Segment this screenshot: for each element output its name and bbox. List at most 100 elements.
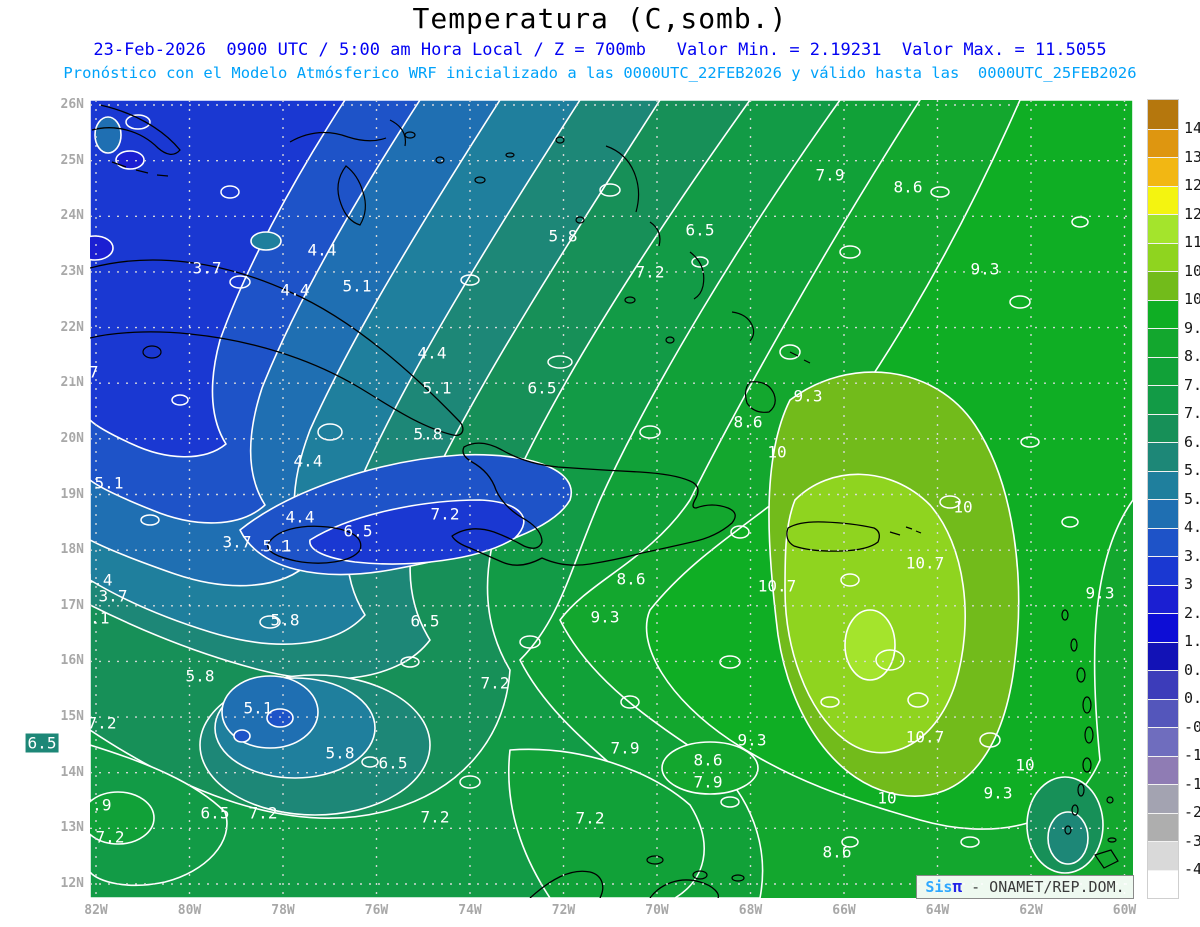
colorbar-cell: [1148, 185, 1178, 214]
colorbar-label: 1.6: [1184, 632, 1200, 650]
lesser-antilles: [1061, 609, 1114, 835]
lat-label-25N: 25N: [60, 152, 84, 168]
colorbar-cell: [1148, 755, 1178, 784]
bahama-cay: [505, 152, 515, 158]
contour-label: 7.2: [635, 262, 665, 282]
contour-label: 9.3: [970, 259, 1000, 279]
colorbar-label: 14.2: [1184, 119, 1200, 137]
lon-label-66W: 66W: [832, 903, 856, 918]
watermark-sis: Sis: [925, 878, 953, 896]
lat-label-23N: 23N: [60, 263, 84, 279]
abc-island: [692, 870, 708, 880]
colorbar-label: 0.2: [1184, 689, 1200, 707]
contour-label: 7.2: [95, 827, 125, 847]
contour-label: 4.4: [285, 507, 315, 527]
colorbar-cell: [1148, 670, 1178, 699]
contour-label: 7.9: [815, 165, 845, 185]
abc-island: [731, 874, 745, 882]
contour-label: 10.7: [905, 727, 945, 747]
contour-label: 6.5: [200, 803, 230, 823]
contour-label: 9.3: [793, 386, 823, 406]
contour-label: 6.5: [25, 733, 59, 753]
colorbar-label: -1.9: [1184, 774, 1200, 793]
lat-label-24N: 24N: [60, 208, 84, 224]
colorbar-cell: [1148, 271, 1178, 300]
lon-label-74W: 74W: [458, 903, 482, 918]
colorbar-label: 3.7: [1184, 546, 1200, 565]
andros-island: [337, 165, 366, 226]
florida-keys: [111, 161, 169, 177]
grand-bahama-abaco: [289, 119, 407, 147]
colorbar-cell: [1148, 527, 1178, 556]
contour-label: 7.2: [420, 807, 450, 827]
colorbar-cell: [1148, 299, 1178, 328]
colorbar-cell: [1148, 556, 1178, 585]
bahama-cay: [474, 176, 486, 184]
contour-label: 5.1: [80, 608, 110, 628]
lat-label-21N: 21N: [60, 375, 84, 391]
contour-label: 5.1: [94, 473, 124, 493]
lon-label-82W: 82W: [84, 903, 108, 918]
contour-label: 9.3: [983, 783, 1013, 803]
colorbar-cell: [1148, 442, 1178, 471]
contour-label: 3.7: [98, 586, 128, 606]
colorbar-cell: [1148, 413, 1178, 442]
small-contour-rings: [125, 114, 1089, 848]
temperature-contour-map: [76, 99, 1134, 899]
colorbar-label: -1.2: [1184, 746, 1200, 764]
puerto-rico-coast: [786, 521, 880, 552]
colorbar-label: -3.3: [1184, 831, 1200, 850]
contour-label: 7.2: [575, 808, 605, 828]
bahama-cay: [435, 156, 445, 164]
contour-label: 10: [877, 788, 897, 808]
colorbar-cell: [1148, 613, 1178, 642]
contour-label: 5.1: [342, 276, 372, 296]
cat-island: [649, 221, 661, 247]
colorbar-label: 9.3: [1184, 318, 1200, 337]
colorbar: [1147, 99, 1179, 899]
colorbar-label: -4: [1184, 860, 1200, 878]
chart-forecast-line: Pronóstico con el Modelo Atmósferico WRF…: [63, 64, 1137, 82]
contour-label: 10.7: [905, 553, 945, 573]
colorbar-label: 12.1: [1184, 204, 1200, 223]
contour-label: 4.4: [307, 240, 337, 260]
colorbar-label: 10.7: [1184, 261, 1200, 280]
contour-label: 8.6: [693, 750, 723, 770]
colorbar-cell: [1148, 698, 1178, 727]
coastlines: [89, 104, 1119, 899]
contour-label: 5.8: [185, 666, 215, 686]
colorbar-cell: [1148, 641, 1178, 670]
tobago: [1107, 837, 1117, 843]
colorbar-label: 8.6: [1184, 347, 1200, 365]
contour-label: 9.3: [1085, 583, 1115, 603]
contour-label: 8.6: [733, 412, 763, 432]
contour-label: 4.4: [293, 451, 323, 471]
colorbar-label: -0.5: [1184, 717, 1200, 736]
colorbar-cell: [1148, 727, 1178, 756]
bahama-cay: [575, 216, 585, 224]
colorbar-label: 13.5: [1184, 147, 1200, 166]
contour-label: 8.6: [893, 177, 923, 197]
colorbar-label: 10: [1184, 290, 1200, 308]
colorbar-cell: [1148, 841, 1178, 870]
colorbar-cell: [1148, 328, 1178, 357]
contour-label: 10.7: [757, 576, 797, 596]
cuba-coast: [89, 259, 464, 436]
colorbar-cell: [1148, 470, 1178, 499]
crooked-acklins: [731, 311, 755, 342]
watermark-pi-icon: π: [952, 877, 963, 896]
colorbar-cell: [1148, 214, 1178, 243]
colorbar-cell: [1148, 356, 1178, 385]
turks-caicos: [789, 351, 811, 364]
colorbar-cell: [1148, 385, 1178, 414]
colorbar-cell: [1148, 128, 1178, 157]
lon-label-64W: 64W: [925, 903, 950, 918]
colorbar-label: 12.8: [1184, 176, 1200, 194]
contour-label: 5.8: [325, 743, 355, 763]
contour-label: 10: [1015, 755, 1035, 775]
virgin-islands: [889, 526, 922, 536]
colorbar-label: 3: [1184, 575, 1194, 593]
colorbar-label: 5.8: [1184, 461, 1200, 479]
lat-label-19N: 19N: [60, 486, 84, 502]
venezuela-coast: [529, 870, 720, 899]
